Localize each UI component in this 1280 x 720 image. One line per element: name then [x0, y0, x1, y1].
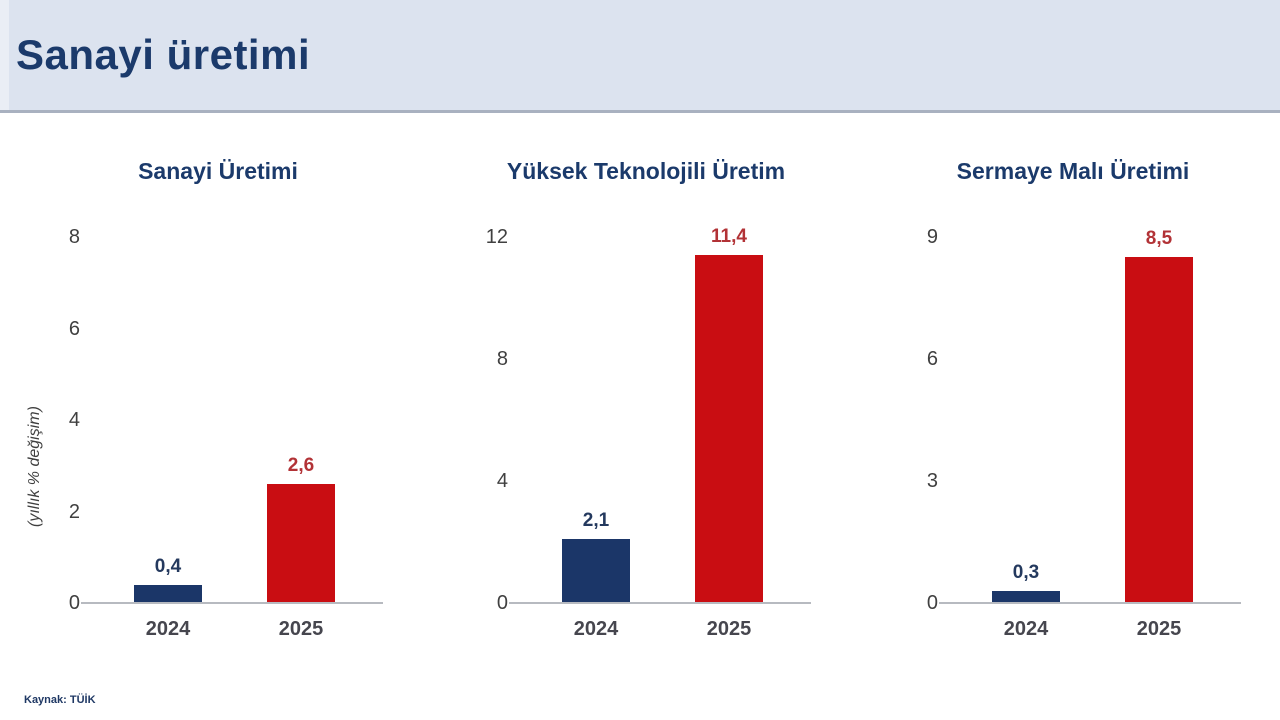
bar-2024 [562, 539, 630, 603]
bar-2025 [267, 484, 335, 603]
y-tick-label: 9 [926, 226, 938, 248]
bar-value-label: 0,3 [1012, 562, 1040, 583]
chart-yuksek-teknolojili-uretim: Yüksek Teknolojili Üretim 0 4 8 12 2,1 11,4 … [436, 150, 856, 680]
y-tick-label: 0 [926, 592, 938, 614]
plot-area: 0,3 8,5 [951, 228, 1231, 603]
source-note: Kaynak: TÜİK [24, 694, 96, 706]
y-tick-label: 8 [496, 348, 508, 370]
x-axis-line [939, 602, 1241, 604]
y-axis-ticks: 0 2 4 6 8 [8, 226, 80, 614]
bar-2024 [992, 591, 1060, 603]
y-tick-label: 6 [68, 317, 80, 340]
y-tick-label: 2 [68, 500, 80, 523]
plot-area: 2,1 11,4 [521, 226, 801, 603]
chart-sanayi-uretimi: Sanayi Üretimi 0 2 4 6 8 0,4 2,6 2024 2025 [8, 150, 428, 680]
x-axis-label-2024: 2024 [573, 618, 619, 640]
x-axis-labels: 2024 2025 [93, 618, 373, 648]
x-axis-label-2024: 2024 [145, 618, 191, 640]
page-title: Sanayi üretimi [16, 31, 311, 78]
x-axis-label-2024: 2024 [1003, 618, 1049, 640]
bar-value-label: 8,5 [1145, 228, 1173, 249]
y-tick-label: 8 [68, 226, 80, 248]
x-axis-label-2025: 2025 [278, 618, 324, 640]
plot-area: 0,4 2,6 [93, 237, 373, 603]
bar-2025 [695, 255, 763, 603]
bar-value-label: 2,6 [287, 455, 315, 476]
x-axis-line [509, 602, 811, 604]
header-band: Sanayi üretimi [0, 0, 1280, 113]
x-axis-labels: 2024 2025 [951, 618, 1231, 648]
bar-value-label: 11,4 [711, 226, 747, 247]
chart-title: Yüksek Teknolojili Üretim [506, 158, 786, 184]
y-tick-label: 0 [68, 592, 80, 614]
y-tick-label: 4 [68, 409, 80, 431]
bar-value-label: 0,4 [154, 556, 182, 577]
y-axis-ticks: 0 3 6 9 [866, 226, 938, 614]
x-axis-label-2025: 2025 [1136, 618, 1182, 640]
bar-2024 [134, 585, 202, 603]
chart-title: Sanayi Üretimi [138, 158, 298, 184]
x-axis-labels: 2024 2025 [521, 618, 801, 648]
chart-title: Sermaye Malı Üretimi [956, 158, 1190, 184]
x-axis-line [81, 602, 383, 604]
y-tick-label: 0 [496, 592, 508, 614]
x-axis-label-2025: 2025 [706, 618, 752, 640]
y-axis-ticks: 0 4 8 12 [436, 226, 508, 614]
y-tick-label: 3 [926, 470, 938, 492]
bar-2025 [1125, 257, 1193, 603]
header-left-strip [0, 0, 9, 110]
bar-value-label: 2,1 [582, 510, 610, 531]
y-tick-label: 12 [485, 226, 508, 248]
y-tick-label: 4 [496, 470, 508, 492]
y-tick-label: 6 [926, 348, 938, 370]
